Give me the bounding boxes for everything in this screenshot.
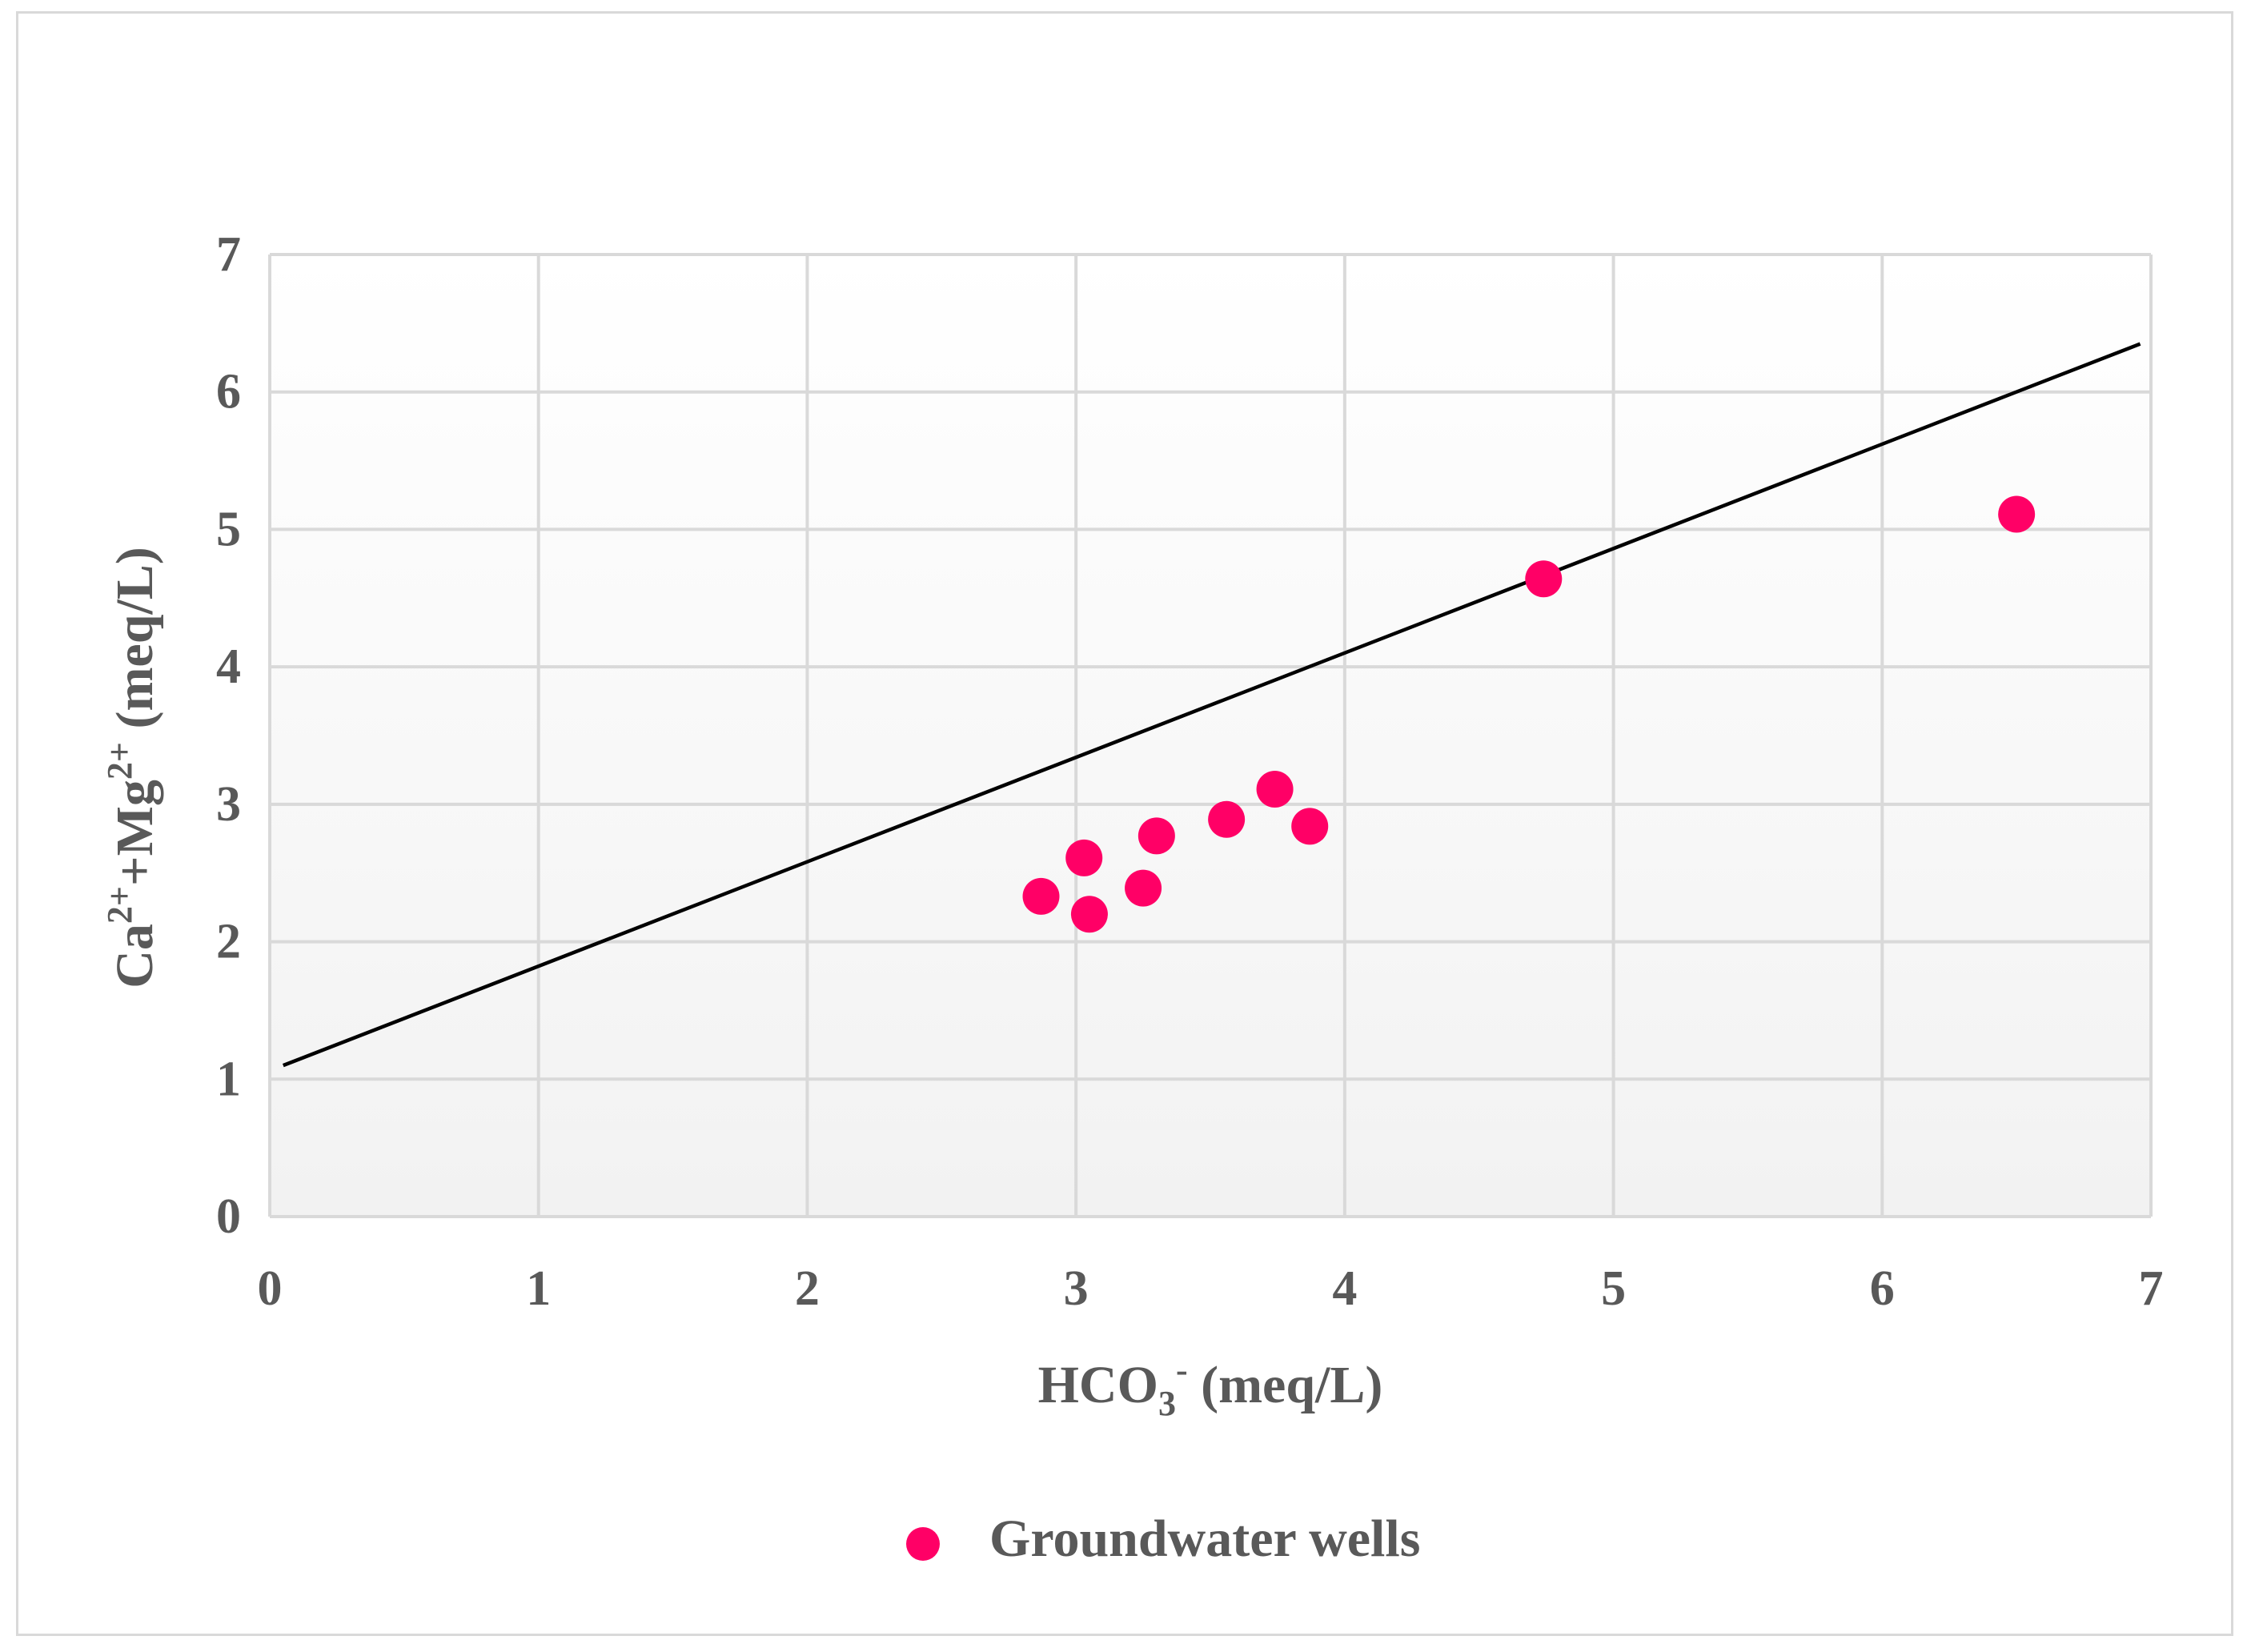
data-point	[1256, 770, 1294, 808]
x-tick-label: 7	[2139, 1261, 2164, 1316]
trendline-group	[282, 342, 2141, 1068]
x-tick-label: 1	[526, 1261, 551, 1316]
data-point	[1525, 560, 1563, 598]
y-tick-label: 5	[216, 502, 241, 556]
data-point	[1998, 495, 2036, 533]
y-tick-label: 3	[216, 777, 241, 832]
data-point	[1125, 869, 1162, 907]
data-points	[1022, 495, 2036, 933]
y-tick-label: 7	[216, 227, 241, 282]
x-tick-label: 5	[1601, 1261, 1626, 1316]
y-tick-labels: 0 1 2 3 4 5 6 7	[216, 227, 241, 1244]
data-point	[1022, 877, 1060, 915]
plot-area	[270, 255, 2151, 1217]
trendline	[282, 342, 2141, 1068]
x-axis-title: HCO3- (meq/L)	[1038, 1350, 1383, 1423]
x-tick-label: 3	[1064, 1261, 1089, 1316]
x-tick-label: 6	[1870, 1261, 1895, 1316]
gridlines	[268, 253, 2153, 1218]
y-tick-label: 6	[216, 365, 241, 419]
x-tick-label: 4	[1332, 1261, 1357, 1316]
data-point	[1070, 896, 1108, 933]
legend-marker	[906, 1527, 940, 1561]
data-point	[1138, 817, 1175, 855]
y-tick-label: 1	[216, 1052, 241, 1106]
legend-label: Groundwater wells	[989, 1510, 1420, 1568]
legend: Groundwater wells	[906, 1510, 1420, 1568]
y-tick-label: 0	[216, 1189, 241, 1244]
y-axis-title: Ca2++Mg2+ (meq/L)	[100, 547, 164, 988]
x-tick-labels: 0 1 2 3 4 5 6 7	[258, 1261, 2164, 1316]
data-point	[1291, 808, 1329, 845]
data-point	[1065, 839, 1103, 876]
y-tick-label: 4	[216, 640, 241, 694]
data-point	[1208, 800, 1246, 838]
x-tick-label: 0	[258, 1261, 283, 1316]
x-tick-label: 2	[795, 1261, 820, 1316]
y-tick-label: 2	[216, 915, 241, 969]
